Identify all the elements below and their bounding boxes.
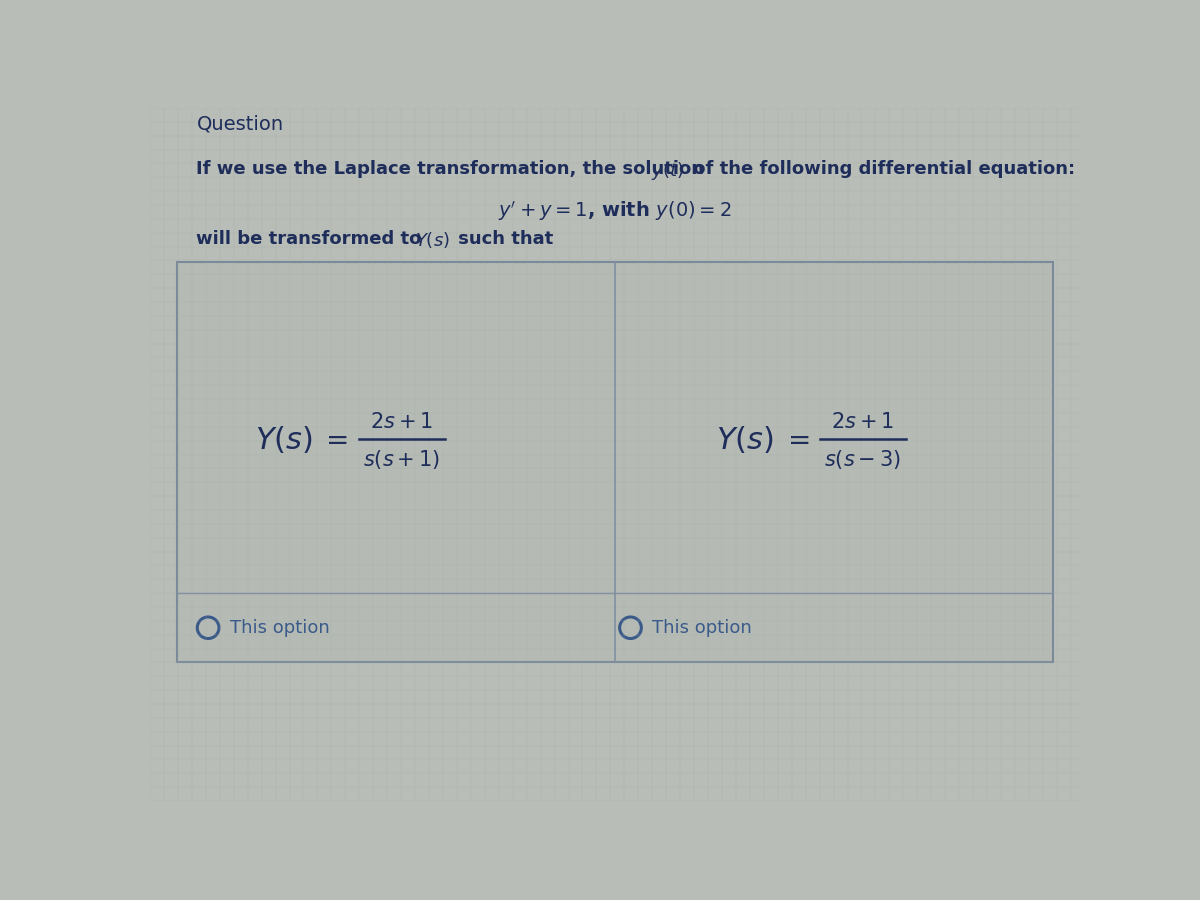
FancyBboxPatch shape <box>178 262 1052 662</box>
Text: will be transformed to: will be transformed to <box>197 230 428 248</box>
Text: $y' + y = 1$, with $y(0) = 2$: $y' + y = 1$, with $y(0) = 2$ <box>498 199 732 223</box>
Text: $\mathbf{\mathit{Y(s)}}$: $\mathbf{\mathit{Y(s)}}$ <box>715 424 774 454</box>
Text: $s(s+1)$: $s(s+1)$ <box>364 447 440 471</box>
Text: $\mathbf{\mathit{Y(s)}}$: $\mathbf{\mathit{Y(s)}}$ <box>254 424 312 454</box>
Text: $=$: $=$ <box>320 425 348 453</box>
Text: $=$: $=$ <box>781 425 810 453</box>
Text: of the following differential equation:: of the following differential equation: <box>688 160 1075 178</box>
Text: Question: Question <box>197 114 283 133</box>
Text: such that: such that <box>452 230 553 248</box>
Text: $s(s-3)$: $s(s-3)$ <box>824 447 901 471</box>
Text: $\mathit{y(t)}$: $\mathit{y(t)}$ <box>652 160 684 183</box>
Text: $2s+1$: $2s+1$ <box>371 412 433 432</box>
Text: $Y(s)$: $Y(s)$ <box>415 230 450 249</box>
Text: $2s+1$: $2s+1$ <box>832 412 894 432</box>
Text: If we use the Laplace transformation, the solution: If we use the Laplace transformation, th… <box>197 160 710 178</box>
Text: This option: This option <box>230 619 330 637</box>
Text: This option: This option <box>653 619 752 637</box>
